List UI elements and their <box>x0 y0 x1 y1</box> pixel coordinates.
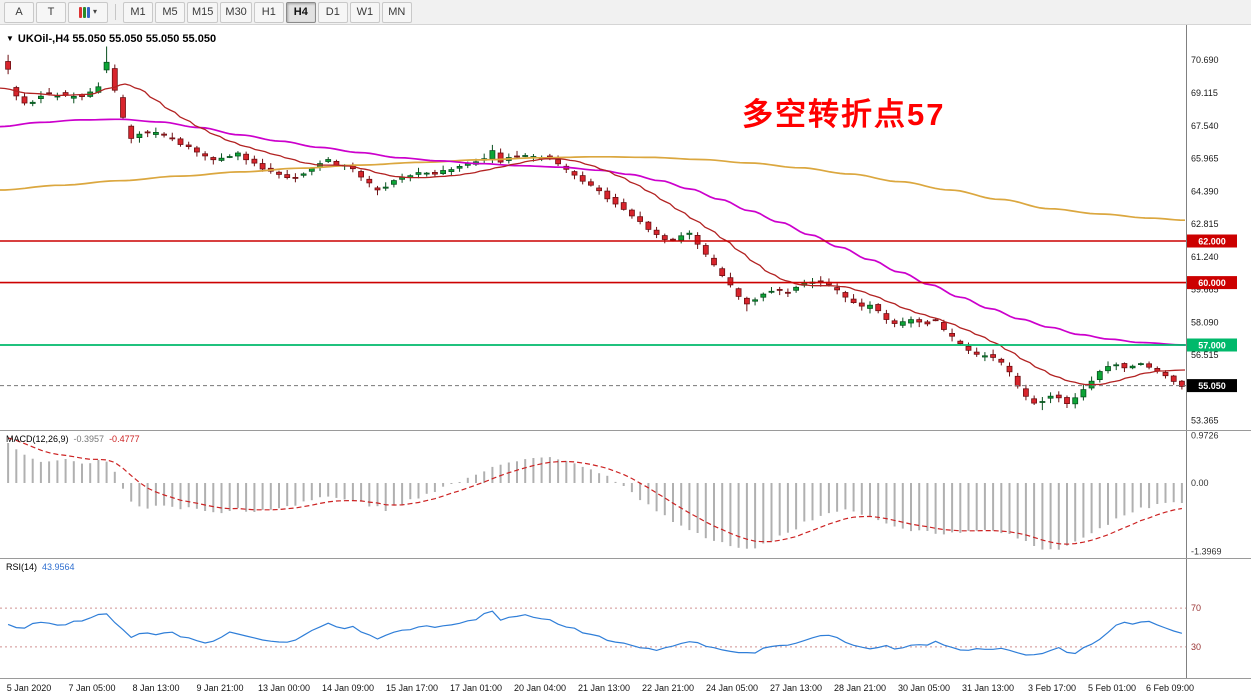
timeframe-button-m1[interactable]: M1 <box>123 1 153 23</box>
time-axis-label: 28 Jan 21:00 <box>833 683 887 693</box>
time-axis-label: 30 Jan 05:00 <box>897 683 951 693</box>
price-badge-55.050: 55.050 <box>1187 379 1237 393</box>
time-axis-label: 14 Jan 09:00 <box>321 683 375 693</box>
colors-button[interactable]: ▾ <box>68 1 108 23</box>
price-chart-panel[interactable]: 70.690 69.115 67.540 65.965 64.390 62.815 61.2… <box>0 25 1251 430</box>
time-axis-label: 5 Feb 01:00 <box>1087 683 1137 693</box>
price-axis-label: 61.240 <box>1191 252 1219 262</box>
panel-divider[interactable] <box>0 558 1251 559</box>
time-axis-label: 15 Jan 17:00 <box>385 683 439 693</box>
timeframe-button-w1[interactable]: W1 <box>349 1 380 23</box>
macd-label-row: MACD(12,26,9) -0.3957 -0.4777 <box>6 434 140 444</box>
time-axis-label: 17 Jan 01:00 <box>449 683 503 693</box>
svg-text:60.000: 60.000 <box>1198 278 1226 288</box>
macd-label: MACD(12,26,9) <box>6 434 69 444</box>
time-axis-label: 5 Jan 2020 <box>6 683 52 693</box>
price-axis-label: 70.690 <box>1191 55 1219 65</box>
price-axis-label: 58.090 <box>1191 317 1219 327</box>
chart-title: UKOil-,H4 55.050 55.050 55.050 55.050 <box>17 33 217 45</box>
svg-text:62.000: 62.000 <box>1198 237 1226 247</box>
time-axis-label: 20 Jan 04:00 <box>513 683 567 693</box>
rsi-line <box>7 610 1183 656</box>
timeframe-button-m5[interactable]: M5 <box>155 1 185 23</box>
rsi-axis-label: 70 <box>1191 603 1201 613</box>
time-axis-label: 22 Jan 21:00 <box>641 683 695 693</box>
time-axis-label: 6 Feb 09:00 <box>1145 683 1195 693</box>
time-axis[interactable]: 5 Jan 2020 7 Jan 05:00 8 Jan 13:00 9 Jan 21… <box>0 679 1251 697</box>
timeframe-button-mn[interactable]: MN <box>381 1 412 23</box>
time-axis-label: 27 Jan 13:00 <box>769 683 823 693</box>
svg-text:55.050: 55.050 <box>1198 381 1226 391</box>
text-tool-button[interactable]: T <box>36 1 66 23</box>
timeframe-button-h1[interactable]: H1 <box>253 1 284 23</box>
price-axis[interactable]: 70.690 69.115 67.540 65.965 64.390 62.815 61.2… <box>1186 25 1219 430</box>
timeframe-button-d1[interactable]: D1 <box>317 1 348 23</box>
macd-signal-value: -0.4777 <box>109 434 140 444</box>
timeframe-button-m30[interactable]: M30 <box>220 1 252 23</box>
chart-title-row: ▼ UKOil-,H4 55.050 55.050 55.050 55.050 <box>6 33 216 45</box>
time-axis-label: 13 Jan 00:00 <box>257 683 311 693</box>
price-chart: 70.690 69.115 67.540 65.965 64.390 62.815 61.2… <box>0 25 1237 430</box>
panel-divider[interactable] <box>0 430 1251 431</box>
svg-text:57.000: 57.000 <box>1198 341 1226 351</box>
rsi-chart: 70 30 <box>0 559 1201 678</box>
ma-slow-orange <box>0 155 1186 222</box>
price-badge-57.000: 57.000 <box>1187 338 1237 352</box>
price-badge-60.000: 60.000 <box>1187 276 1237 290</box>
macd-chart: 0.9726 0.00 -1.3969 <box>7 431 1222 558</box>
macd-axis-label: -1.3969 <box>1191 546 1222 556</box>
rsi-label-row: RSI(14) 43.9564 <box>6 562 75 572</box>
price-axis-label: 67.540 <box>1191 121 1219 131</box>
price-axis-label: 59.665 <box>1191 285 1219 295</box>
time-axis-label: 31 Jan 13:00 <box>961 683 1015 693</box>
time-axis-label: 21 Jan 13:00 <box>577 683 631 693</box>
price-badge-62.000: 62.000 <box>1187 234 1237 248</box>
price-axis-label: 69.115 <box>1191 88 1218 98</box>
chart-shift-icon: ▼ <box>6 34 14 43</box>
price-axis-label: 65.965 <box>1191 154 1219 164</box>
macd-value: -0.3957 <box>73 434 105 444</box>
ma-fast-red <box>0 83 1186 386</box>
time-axis-label: 9 Jan 21:00 <box>196 683 244 693</box>
timeframe-button-m15[interactable]: M15 <box>187 1 219 23</box>
panel-divider <box>0 678 1251 679</box>
time-axis-label: 8 Jan 13:00 <box>132 683 180 693</box>
arrow-tool-button[interactable]: A <box>4 1 34 23</box>
macd-histogram <box>7 443 1183 550</box>
price-axis-label: 56.515 <box>1191 350 1219 360</box>
price-axis-label: 53.365 <box>1191 416 1219 426</box>
price-axis-label: 64.390 <box>1191 186 1219 196</box>
macd-axis-label: 0.00 <box>1191 478 1209 488</box>
timeframe-button-h4[interactable]: H4 <box>285 1 316 23</box>
rsi-value: 43.9564 <box>42 562 75 572</box>
macd-axis-label: 0.9726 <box>1191 431 1219 440</box>
time-axis-label: 3 Feb 17:00 <box>1027 683 1077 693</box>
candlestick-series <box>5 46 1185 411</box>
dropdown-arrow-icon: ▾ <box>92 7 97 16</box>
time-axis-label: 24 Jan 05:00 <box>705 683 759 693</box>
macd-panel[interactable]: 0.9726 0.00 -1.3969 MACD(12,26,9) -0.3957 -0… <box>0 431 1251 558</box>
rsi-label: RSI(14) <box>6 562 38 572</box>
macd-signal-line <box>7 437 1183 545</box>
timeframe-button-group: M1 M5 M15 M30 H1 H4 D1 W1 MN <box>123 1 412 23</box>
ma-mid-magenta <box>0 118 1186 346</box>
price-axis-label: 62.815 <box>1191 219 1219 229</box>
time-axis-label: 7 Jan 05:00 <box>68 683 116 693</box>
rsi-axis-label: 30 <box>1191 642 1201 652</box>
rsi-panel[interactable]: 70 30 RSI(14) 43.9564 <box>0 559 1251 678</box>
annotation-text[interactable]: 多空转折点57 <box>742 97 946 132</box>
toolbar-separator <box>115 4 116 20</box>
crayons-icon <box>78 6 90 18</box>
